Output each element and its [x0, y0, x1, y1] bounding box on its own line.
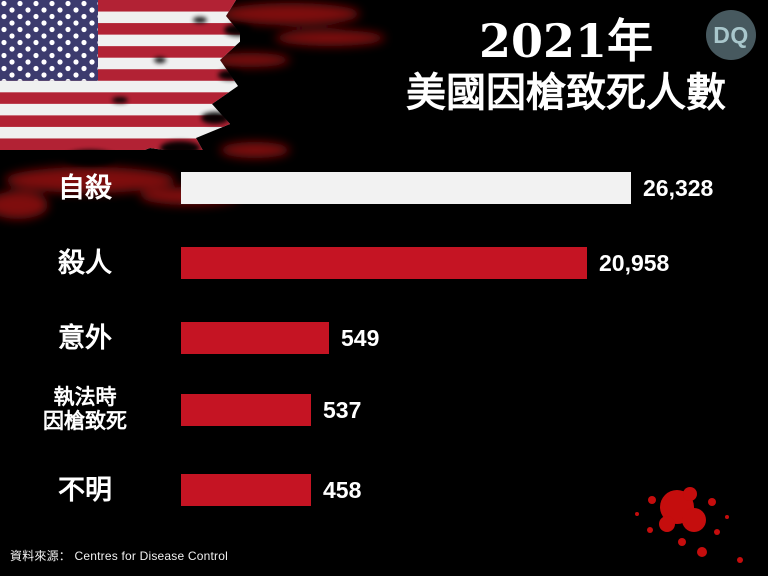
bar-value: 20,958 [599, 249, 670, 276]
bar-label: 執法時 因槍致死 [43, 386, 127, 433]
bar-value: 537 [323, 396, 362, 423]
bar-row: 執法時 因槍致死 537 [0, 386, 361, 433]
page-title: 2021年 美國因槍致死人數 [372, 14, 760, 117]
dq-logo-text: DQ [713, 21, 749, 48]
bar-label: 殺人 [58, 247, 112, 278]
bar-label: 自殺 [58, 172, 112, 203]
bar-row: 不明 458 [0, 472, 361, 508]
dq-logo: DQ [706, 10, 756, 60]
bar [181, 172, 631, 204]
bar-track: 458 [181, 474, 361, 506]
bar-label: 不明 [58, 474, 112, 505]
bar-track: 26,328 [181, 172, 713, 204]
bar-value: 458 [323, 476, 362, 503]
bar [181, 394, 311, 426]
bar-track: 20,958 [181, 247, 669, 279]
bar [181, 247, 587, 279]
bar-row: 意外 549 [0, 320, 379, 356]
bar-row: 自殺 26,328 [0, 170, 713, 206]
source-note: 資料來源： Centres for Disease Control [10, 549, 228, 563]
bar-track: 537 [181, 394, 361, 426]
bar-row: 殺人 20,958 [0, 245, 669, 281]
title-year: 2021年 [478, 14, 654, 68]
bar [181, 474, 311, 506]
bar-value: 549 [341, 324, 380, 351]
bar-track: 549 [181, 322, 379, 354]
bar-value: 26,328 [643, 174, 714, 201]
title-subject: 美國因槍致死人數 [406, 69, 726, 117]
bar [181, 322, 329, 354]
bar-label: 意外 [58, 322, 112, 353]
